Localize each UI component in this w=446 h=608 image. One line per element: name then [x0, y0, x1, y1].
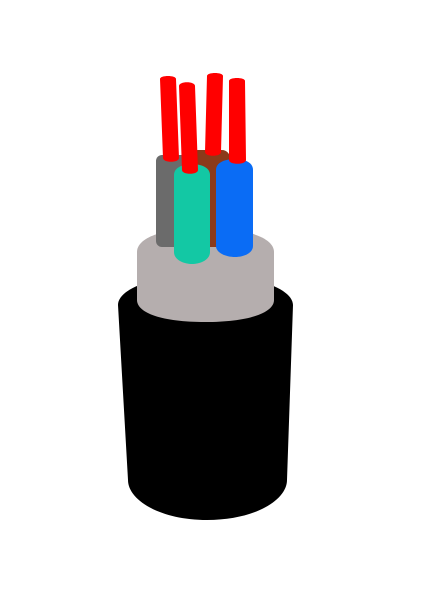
green-core [174, 164, 210, 264]
conductor-4 [179, 82, 198, 174]
blue-core [216, 159, 253, 257]
conductor-1 [160, 76, 179, 162]
conductor-3 [229, 78, 246, 164]
conductor-2 [205, 73, 223, 156]
insulated-cores [156, 150, 253, 264]
